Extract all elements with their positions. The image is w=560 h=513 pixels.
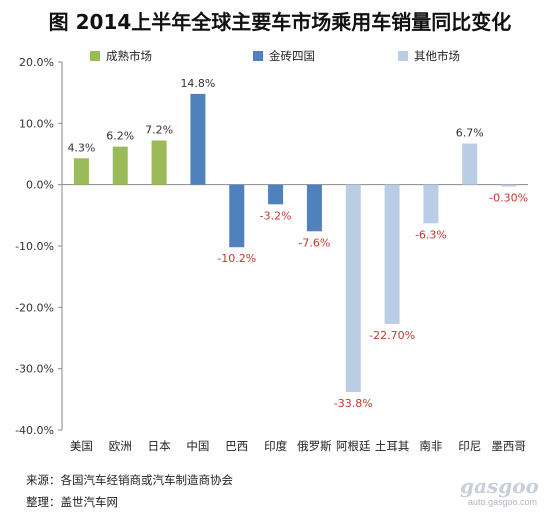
bar <box>112 146 128 185</box>
x-tick-label: 俄罗斯 <box>297 439 332 453</box>
x-tick-label: 南非 <box>419 439 442 453</box>
bar <box>151 140 167 185</box>
editor-note: 整理：盖世汽车网 <box>26 495 118 509</box>
bar <box>73 158 89 185</box>
bar <box>423 184 439 224</box>
y-tick-label: 0.0% <box>26 179 54 192</box>
data-label: -22.70% <box>369 329 415 342</box>
bar <box>306 184 322 232</box>
y-tick-label: 10.0% <box>19 117 54 130</box>
source-note: 来源：各国汽车经销商或汽车制造商协会 <box>26 473 233 487</box>
legend-label: 金砖四国 <box>269 49 315 63</box>
x-tick-label: 土耳其 <box>375 439 410 453</box>
legend-swatch <box>253 51 263 61</box>
data-label: -7.6% <box>298 236 330 249</box>
y-tick-label: -20.0% <box>15 301 54 314</box>
bar-chart: 20.0% 10.0% 0.0% -10.0% -20.0% -30.0% -40.0% 4.… <box>15 49 528 453</box>
legend-swatch <box>398 51 408 61</box>
x-tick-label: 美国 <box>70 439 93 453</box>
watermark-logo: gasgoo <box>460 474 539 498</box>
x-tick-label: 日本 <box>148 439 171 453</box>
data-label: 14.8% <box>180 77 215 90</box>
data-label: -0.30% <box>489 192 528 205</box>
legend-swatch <box>90 51 100 61</box>
chart-title: 图 2014上半年全球主要车市场乘用车销量同比变化 <box>48 10 512 34</box>
data-label: -6.3% <box>415 228 447 241</box>
y-tick-label: 20.0% <box>19 56 54 69</box>
watermark-url: auto.gasgoo.com <box>468 497 538 507</box>
x-tick-label: 巴西 <box>225 439 248 453</box>
x-tick-label: 印尼 <box>458 439 481 453</box>
data-label: -33.8% <box>334 397 373 410</box>
data-label: -3.2% <box>260 209 292 222</box>
data-label: 6.7% <box>456 127 484 140</box>
x-tick-label: 印度 <box>264 439 287 453</box>
bar <box>501 184 517 187</box>
bar <box>345 184 361 392</box>
bar <box>384 184 400 324</box>
bar <box>190 93 206 185</box>
data-label: 6.2% <box>106 130 134 143</box>
y-tick-label: -10.0% <box>15 240 54 253</box>
x-tick-label: 中国 <box>186 439 209 453</box>
legend-label: 其他市场 <box>414 49 460 63</box>
data-label: 4.3% <box>67 141 95 154</box>
bar <box>462 143 478 185</box>
bar <box>268 184 284 205</box>
x-tick-label: 阿根廷 <box>336 439 371 453</box>
x-tick-label: 墨西哥 <box>491 439 526 453</box>
x-tick-label: 欧洲 <box>109 439 132 453</box>
legend-label: 成熟市场 <box>106 49 152 63</box>
data-label: -10.2% <box>217 252 256 265</box>
watermark: gasgoo auto.gasgoo.com <box>460 474 556 510</box>
y-tick-label: -30.0% <box>15 363 54 376</box>
bar <box>229 184 245 248</box>
data-label: 7.2% <box>145 124 173 137</box>
y-tick-label: -40.0% <box>15 424 54 437</box>
